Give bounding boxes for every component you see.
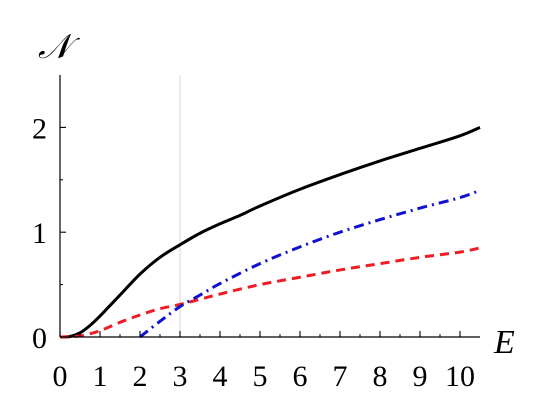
x-tick-label: 6 — [293, 360, 308, 393]
y-axis-ticks — [60, 126, 66, 338]
y-tick-label: 1 — [32, 217, 47, 250]
plot-area: 0 1 2 3 4 5 6 7 8 9 10 012 — [32, 75, 481, 393]
x-tick-label: 4 — [213, 360, 228, 393]
x-tick-label: 0 — [53, 360, 68, 393]
x-tick-labels: 0 1 2 3 4 5 6 7 8 9 10 — [53, 360, 476, 393]
y-axis-title: 𝒩 — [38, 29, 81, 66]
series-line-dash-dot — [139, 188, 481, 339]
x-axis-ticks — [59, 331, 461, 337]
x-tick-label: 9 — [413, 360, 428, 393]
x-axis-title: E — [493, 324, 515, 361]
y-tick-label: 2 — [32, 112, 47, 145]
x-tick-label: 1 — [93, 360, 108, 393]
series-layer — [59, 126, 481, 339]
y-tick-label: 0 — [32, 322, 47, 355]
x-tick-label: 3 — [173, 360, 188, 393]
x-tick-label: 10 — [445, 360, 475, 393]
series-line-solid — [59, 126, 481, 339]
x-tick-label: 8 — [373, 360, 388, 393]
x-tick-label: 2 — [133, 360, 148, 393]
series-line-dashed — [59, 246, 481, 339]
x-tick-label: 5 — [253, 360, 268, 393]
x-tick-label: 7 — [333, 360, 348, 393]
y-tick-labels: 0 1 2 — [32, 112, 47, 355]
